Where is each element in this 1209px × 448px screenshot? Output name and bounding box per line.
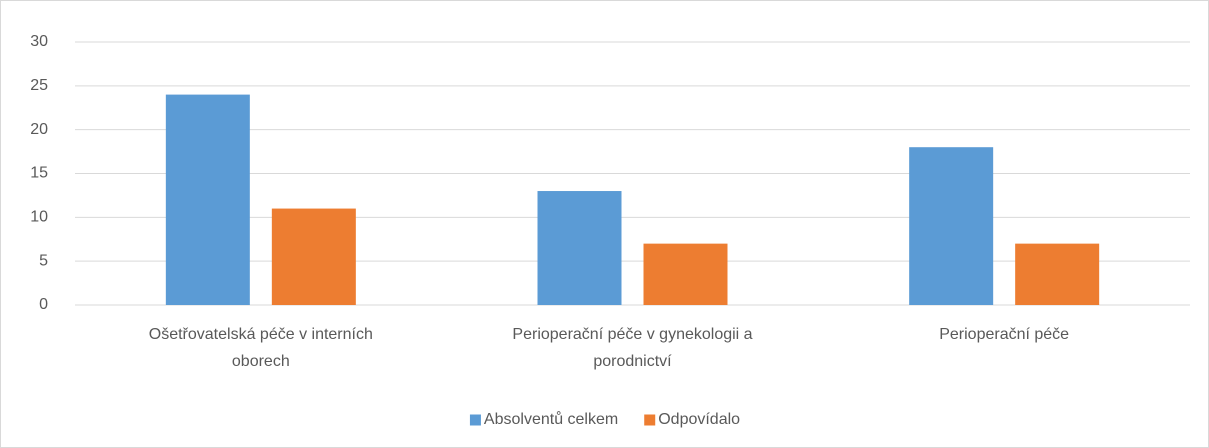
bar [271, 208, 356, 305]
x-tick-label: Ošetřovatelská péče v interních oborech [148, 326, 373, 370]
x-tick-label: Perioperační péče v gynekologii a porodn… [512, 326, 753, 370]
bar [643, 243, 728, 305]
y-tick-label: 30 [30, 33, 48, 50]
y-tick-label: 10 [30, 209, 48, 226]
y-tick-label: 15 [30, 165, 48, 182]
bar [909, 147, 994, 305]
y-tick-label: 25 [30, 77, 48, 94]
legend-label: Absolventů celkem [484, 410, 618, 428]
bar [1015, 243, 1100, 305]
y-tick-label: 20 [30, 121, 48, 138]
legend-swatch [644, 414, 656, 426]
y-tick-label: 5 [39, 252, 48, 269]
x-tick-label: Perioperační péče [939, 326, 1070, 343]
bar [537, 191, 622, 305]
bar [165, 94, 250, 305]
y-tick-label: 0 [39, 296, 48, 313]
legend-label: Odpovídalo [658, 411, 740, 428]
legend-swatch [469, 414, 481, 426]
